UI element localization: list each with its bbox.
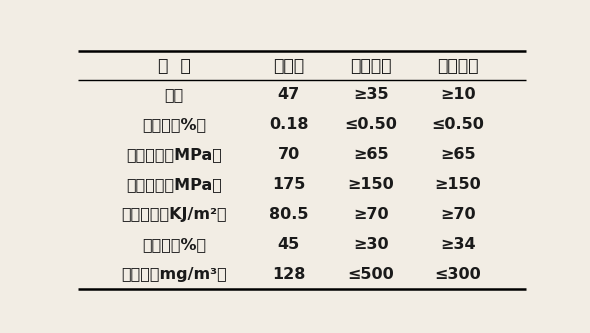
- Text: 发烟量（mg/m³）: 发烟量（mg/m³）: [122, 267, 227, 282]
- Text: ≥70: ≥70: [353, 207, 389, 222]
- Text: 128: 128: [272, 267, 306, 282]
- Text: ≥34: ≥34: [440, 237, 476, 252]
- Text: 欧洲标准: 欧洲标准: [437, 57, 478, 75]
- Text: 弯曲强度（MPa）: 弯曲强度（MPa）: [126, 177, 222, 192]
- Text: 中国标准: 中国标准: [350, 57, 392, 75]
- Text: 硬度: 硬度: [165, 87, 184, 102]
- Text: ≥65: ≥65: [440, 147, 476, 162]
- Text: 吸水率（%）: 吸水率（%）: [142, 117, 206, 132]
- Text: 70: 70: [277, 147, 300, 162]
- Text: 80.5: 80.5: [269, 207, 309, 222]
- Text: 175: 175: [272, 177, 306, 192]
- Text: 冲击强度（KJ/m²）: 冲击强度（KJ/m²）: [122, 207, 227, 222]
- Text: ≥70: ≥70: [440, 207, 476, 222]
- Text: ≤300: ≤300: [434, 267, 481, 282]
- Text: ≤500: ≤500: [348, 267, 394, 282]
- Text: ≥35: ≥35: [353, 87, 389, 102]
- Text: 拉伸强度（MPa）: 拉伸强度（MPa）: [126, 147, 222, 162]
- Text: ≥150: ≥150: [348, 177, 394, 192]
- Text: 性  能: 性 能: [158, 57, 191, 75]
- Text: 试验值: 试验值: [273, 57, 304, 75]
- Text: ≥65: ≥65: [353, 147, 389, 162]
- Text: 0.18: 0.18: [269, 117, 309, 132]
- Text: ≤0.50: ≤0.50: [345, 117, 398, 132]
- Text: ≥150: ≥150: [434, 177, 481, 192]
- Text: 47: 47: [277, 87, 300, 102]
- Text: ≤0.50: ≤0.50: [431, 117, 484, 132]
- Text: ≥10: ≥10: [440, 87, 476, 102]
- Text: 氧指数（%）: 氧指数（%）: [142, 237, 206, 252]
- Text: ≥30: ≥30: [353, 237, 389, 252]
- Text: 45: 45: [277, 237, 300, 252]
